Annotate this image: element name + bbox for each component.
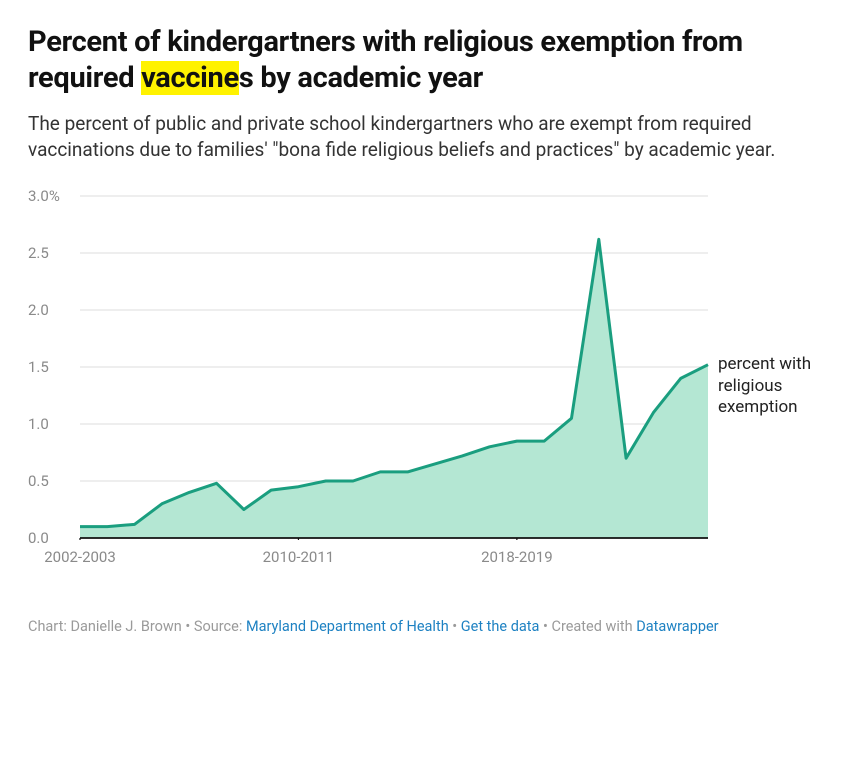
footer-get-data-link[interactable]: Get the data	[461, 618, 540, 635]
x-axis-tick-label: 2018-2019	[481, 548, 553, 566]
footer-sep-3: •	[539, 618, 551, 635]
y-axis-tick-label: 2.5	[28, 244, 49, 262]
area-chart: 0.0 0.5 1.0 1.5 2.0 2.5 3.0% 2002-2003 2010-2011…	[28, 186, 818, 580]
y-axis-tick-label: 1.5	[28, 358, 49, 376]
x-axis-tick-label: 2002-2003	[44, 548, 116, 566]
title-post: s by academic year	[239, 61, 483, 95]
chart-footer: Chart: Danielle J. Brown • Source: Maryl…	[28, 616, 820, 638]
chart-svg	[28, 186, 818, 540]
footer-chart-by-label: Chart:	[28, 618, 70, 635]
chart-title: Percent of kindergartners with religious…	[28, 24, 820, 97]
footer-source-label: Source:	[194, 618, 246, 635]
y-axis-tick-label: 0.0	[28, 529, 49, 547]
footer-source-link[interactable]: Maryland Department of Health	[246, 618, 449, 635]
title-highlight: vaccine	[141, 61, 239, 95]
y-axis-tick-label: 3.0%	[28, 187, 60, 205]
footer-datawrapper-link[interactable]: Datawrapper	[636, 618, 718, 635]
footer-chart-by: Danielle J. Brown	[70, 618, 181, 635]
y-axis-tick-label: 1.0	[28, 415, 49, 433]
y-axis-tick-label: 2.0	[28, 301, 49, 319]
chart-subtitle: The percent of public and private school…	[28, 111, 820, 164]
y-axis-tick-label: 0.5	[28, 472, 49, 490]
series-label: percent with religious exemption	[718, 354, 816, 418]
area-fill	[80, 239, 708, 538]
footer-sep-1: •	[182, 618, 194, 635]
x-axis-tick-label: 2010-2011	[263, 548, 335, 566]
footer-sep-2: •	[449, 618, 461, 635]
footer-created-label: Created with	[552, 618, 637, 635]
